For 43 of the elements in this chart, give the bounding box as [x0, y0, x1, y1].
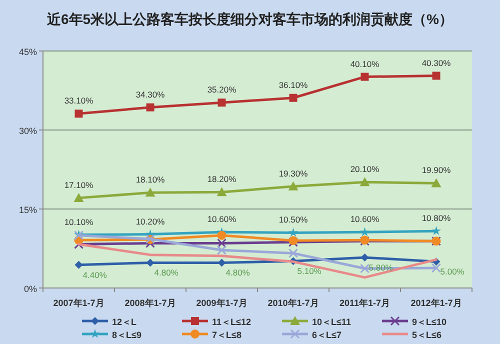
data-label: 33.10%	[64, 96, 94, 106]
data-label: 40.30%	[422, 58, 452, 68]
data-label: 5.80%	[368, 262, 394, 272]
data-label: 18.10%	[136, 174, 166, 185]
data-label: 17.10%	[64, 180, 94, 190]
data-label: 18.20%	[207, 174, 237, 184]
legend-label: 9＜L≤10	[412, 317, 446, 327]
data-label: 10.60%	[350, 214, 380, 224]
legend-label: 5＜L≤6	[412, 330, 442, 340]
data-label: 10.80%	[422, 213, 452, 224]
data-label: 10.50%	[278, 214, 308, 225]
legend-label: 12＜L	[112, 317, 138, 327]
data-label: 35.20%	[207, 84, 237, 95]
legend-label: 6＜L≤7	[312, 330, 342, 340]
y-tick-label: 45%	[18, 47, 37, 57]
data-label: 20.10%	[350, 164, 380, 174]
y-tick-label: 0%	[24, 284, 37, 294]
data-label: 4.80%	[154, 268, 179, 278]
x-tick-label: 2011年1-7月	[339, 298, 390, 308]
data-label: 5.10%	[297, 266, 322, 276]
legend-label: 7＜L≤8	[212, 330, 242, 340]
legend-label: 11＜L≤12	[212, 317, 251, 327]
data-label: 19.90%	[422, 165, 452, 176]
data-label: 34.30%	[136, 89, 166, 100]
data-label: 10.60%	[207, 214, 237, 224]
y-tick-label: 30%	[18, 126, 37, 136]
y-tick-label: 15%	[18, 205, 37, 215]
x-tick-label: 2012年1-7月	[410, 298, 462, 308]
data-label: 4.40%	[82, 270, 108, 280]
x-tick-label: 2008年1-7月	[124, 298, 176, 308]
data-label: 4.80%	[226, 268, 250, 278]
data-label: 19.30%	[278, 168, 308, 178]
x-tick-label: 2010年1-7月	[268, 298, 319, 308]
data-label: 10.20%	[136, 216, 166, 226]
data-label: 40.10%	[350, 58, 380, 69]
chart-title: 近6年5米以上公路客车按长度细分对客车市场的利润贡献度（%）	[46, 11, 454, 27]
data-label: 10.10%	[64, 216, 94, 227]
data-label: 36.10%	[278, 80, 308, 90]
data-label: 5.00%	[440, 266, 465, 277]
x-tick-label: 2009年1-7月	[196, 298, 248, 308]
legend-label: 8＜L≤9	[112, 330, 142, 340]
legend-label: 10＜L≤11	[312, 317, 351, 327]
x-tick-label: 2007年1-7月	[53, 298, 104, 308]
